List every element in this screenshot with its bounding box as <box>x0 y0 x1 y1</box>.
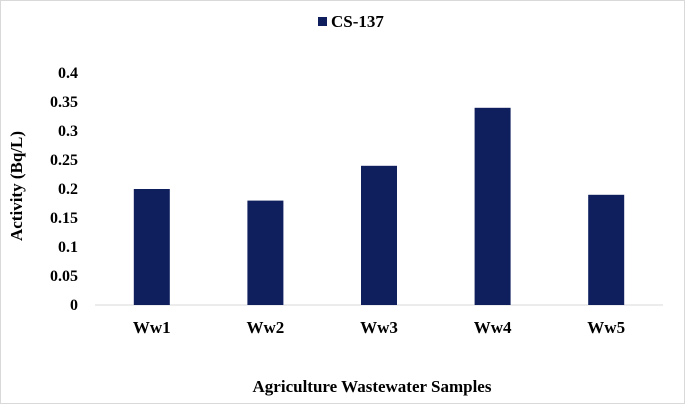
bar-ww5 <box>588 194 625 305</box>
y-tick-label: 0 <box>70 297 78 314</box>
x-tick-label: Ww3 <box>360 318 398 337</box>
bar-ww2 <box>247 200 284 305</box>
bar-ww4 <box>474 107 511 305</box>
x-tick-label: Ww5 <box>587 318 625 337</box>
x-tick-label: Ww2 <box>247 318 285 337</box>
y-tick-label: 0.15 <box>50 210 78 227</box>
y-tick-label: 0.2 <box>58 181 78 198</box>
x-tick-label: Ww1 <box>133 318 171 337</box>
y-tick-label: 0.25 <box>50 152 78 169</box>
y-tick-label: 0.05 <box>50 268 78 285</box>
y-tick-label: 0.1 <box>58 239 78 256</box>
bar-ww3 <box>361 165 397 305</box>
y-axis-title: Activity (Bq/L) <box>7 131 26 241</box>
legend: CS-137 <box>318 12 384 31</box>
x-tick-label: Ww4 <box>474 318 512 337</box>
y-tick-label: 0.35 <box>50 94 78 111</box>
bars <box>133 107 625 305</box>
bar-ww1 <box>133 189 170 305</box>
x-axis-ticks: Ww1 Ww2 Ww3 Ww4 Ww5 <box>133 318 625 337</box>
x-axis-title: Agriculture Wastewater Samples <box>253 377 492 396</box>
y-tick-label: 0.4 <box>58 65 78 82</box>
legend-swatch <box>318 17 327 26</box>
legend-label: CS-137 <box>331 12 384 31</box>
y-tick-label: 0.3 <box>58 123 78 140</box>
y-axis-ticks: 0 0.05 0.1 0.15 0.2 0.25 0.3 0.35 0.4 <box>50 65 78 314</box>
